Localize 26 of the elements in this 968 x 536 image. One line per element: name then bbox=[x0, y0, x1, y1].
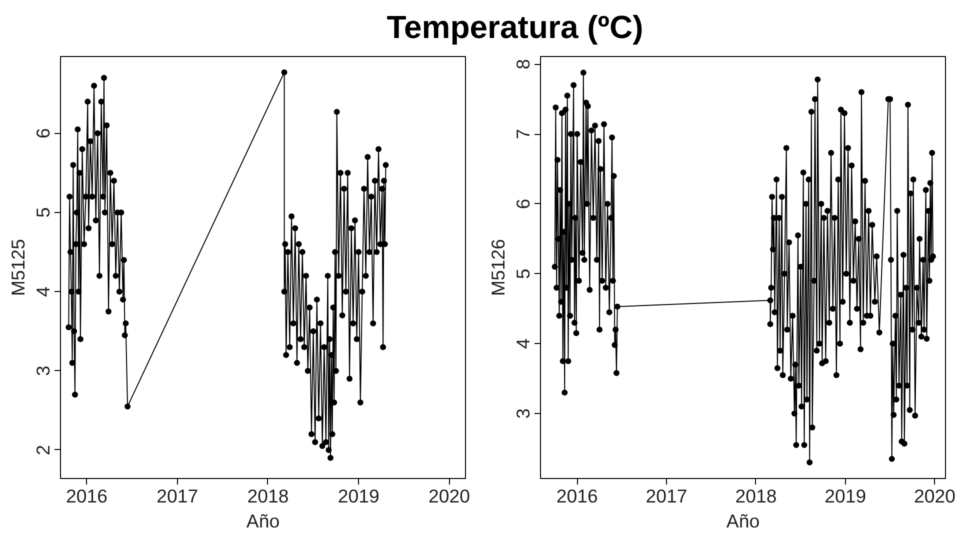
y-tick-label: 6 bbox=[32, 128, 54, 138]
x-tick-label: 2016 bbox=[556, 486, 598, 506]
y-tick-label: 3 bbox=[512, 408, 534, 419]
y-tick-label: 5 bbox=[32, 207, 54, 218]
x-tick-label: 2018 bbox=[247, 486, 289, 506]
y-tick-label: 4 bbox=[32, 286, 54, 297]
x-tick-label: 2020 bbox=[428, 486, 470, 506]
x-tick-label: 2020 bbox=[914, 486, 956, 506]
y-tick-label: 5 bbox=[512, 268, 534, 279]
chart-title: Temperatura (ºC) bbox=[386, 8, 644, 47]
x-tick-label: 2019 bbox=[824, 486, 866, 506]
y-tick-label: 3 bbox=[32, 366, 54, 376]
y-tick-label: 6 bbox=[512, 198, 534, 210]
x-tick-label: 2019 bbox=[338, 486, 380, 506]
y-axis-title: M5125 bbox=[8, 238, 28, 296]
x-tick-label: 2017 bbox=[156, 486, 198, 506]
y-tick-label: 4 bbox=[512, 338, 534, 349]
x-axis-title: Año bbox=[246, 510, 280, 532]
x-tick-label: 2016 bbox=[66, 486, 108, 506]
y-tick-label: 7 bbox=[512, 128, 534, 140]
x-axis-title: Año bbox=[726, 510, 760, 532]
y-tick-label: 8 bbox=[512, 58, 534, 70]
x-tick-label: 2017 bbox=[646, 486, 688, 506]
x-tick-label: 2018 bbox=[735, 486, 777, 506]
y-tick-label: 2 bbox=[32, 444, 54, 456]
y-axis-title: M5126 bbox=[488, 238, 508, 296]
